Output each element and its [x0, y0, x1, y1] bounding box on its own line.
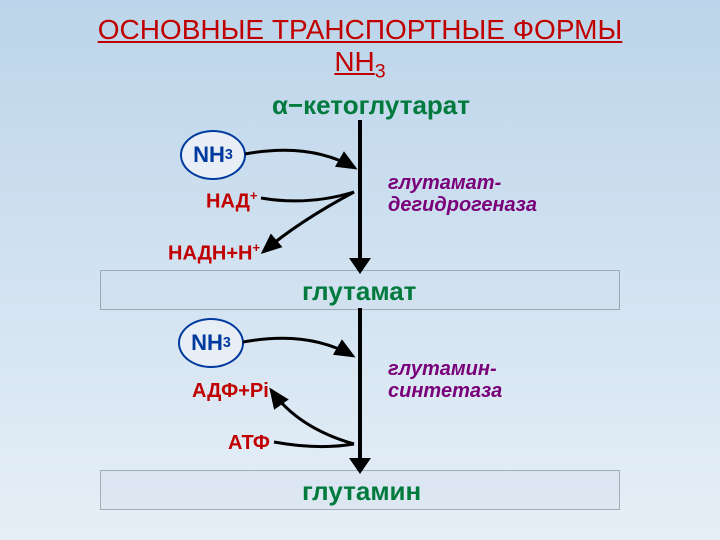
title-line1: ОСНОВНЫЕ ТРАНСПОРТНЫЕ ФОРМЫ [98, 14, 623, 45]
cofactor-adp: АДФ+Pi [192, 380, 269, 403]
akg-text: кетоглутарат [303, 90, 470, 120]
compound-glutamine: глутамин [302, 476, 421, 507]
curve-nh3-1 [240, 142, 370, 192]
compound-alpha-ketoglutarate: α−кетоглутарат [272, 90, 470, 121]
nh3-bubble-1: NH3 [180, 130, 246, 180]
akg-prefix: α− [272, 90, 303, 120]
gs-line2: синтетаза [388, 380, 502, 402]
enzyme-glutamate-dehydrogenase: глутамат- дегидрогеназа [388, 172, 537, 216]
compound-glutamate: глутамат [302, 276, 416, 307]
cofactor-atp: АТФ [228, 432, 270, 455]
nadh-text: НАДН+Н [168, 243, 252, 265]
curve-nad-nadh [258, 186, 368, 266]
nad-text: НАД [206, 191, 250, 213]
nh3-sub-1: 3 [225, 147, 233, 163]
enzyme-glutamine-synthetase: глутамин- синтетаза [388, 358, 502, 402]
nh3-pre-1: NH [193, 142, 225, 168]
title-line2-pre: NH [334, 46, 374, 77]
curve-nh3-2 [238, 330, 368, 380]
nh3-bubble-2: NH3 [178, 318, 244, 368]
gdh-line1: глутамат- [388, 172, 501, 194]
gs-line1: глутамин- [388, 358, 497, 380]
title-line2-sub: 3 [375, 61, 386, 83]
pathway-diagram: α−кетоглутарат глутамат глутамин глутама… [0, 90, 720, 540]
nh3-pre-2: NH [191, 330, 223, 356]
curve-atp-adp [268, 378, 368, 458]
gdh-line2: дегидрогеназа [388, 194, 537, 216]
nh3-sub-2: 3 [223, 335, 231, 351]
cofactor-nadh: НАДН+Н+ [168, 240, 260, 266]
arrow-head-2 [349, 458, 371, 474]
page-title: ОСНОВНЫЕ ТРАНСПОРТНЫЕ ФОРМЫ NH3 [0, 14, 720, 84]
